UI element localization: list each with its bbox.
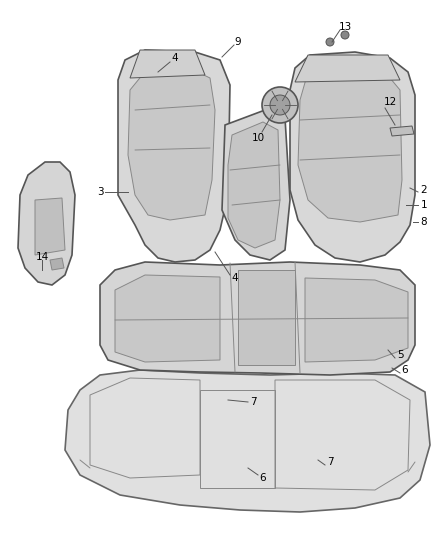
Text: 7: 7 bbox=[250, 397, 256, 407]
Polygon shape bbox=[35, 198, 65, 255]
Circle shape bbox=[270, 95, 290, 115]
Text: 4: 4 bbox=[172, 53, 178, 63]
Text: 9: 9 bbox=[235, 37, 241, 47]
Text: 10: 10 bbox=[251, 133, 265, 143]
Polygon shape bbox=[130, 50, 205, 78]
Text: 7: 7 bbox=[327, 457, 333, 467]
Polygon shape bbox=[115, 275, 220, 362]
Text: 4: 4 bbox=[232, 273, 238, 283]
Circle shape bbox=[326, 38, 334, 46]
Text: 6: 6 bbox=[260, 473, 266, 483]
Text: 3: 3 bbox=[97, 187, 103, 197]
Polygon shape bbox=[222, 110, 290, 260]
Polygon shape bbox=[100, 262, 415, 375]
Polygon shape bbox=[228, 122, 280, 248]
Circle shape bbox=[341, 31, 349, 39]
Polygon shape bbox=[128, 66, 215, 220]
Polygon shape bbox=[65, 370, 430, 512]
Polygon shape bbox=[18, 162, 75, 285]
Text: 2: 2 bbox=[420, 185, 427, 195]
Text: 14: 14 bbox=[35, 252, 49, 262]
Polygon shape bbox=[295, 55, 400, 82]
Circle shape bbox=[262, 87, 298, 123]
Polygon shape bbox=[118, 50, 230, 262]
Polygon shape bbox=[238, 270, 295, 365]
Text: 12: 12 bbox=[383, 97, 397, 107]
Text: 6: 6 bbox=[402, 365, 408, 375]
Polygon shape bbox=[50, 258, 64, 270]
Text: 1: 1 bbox=[420, 200, 427, 210]
Polygon shape bbox=[290, 52, 415, 262]
Text: 8: 8 bbox=[420, 217, 427, 227]
Polygon shape bbox=[298, 65, 402, 222]
Text: 13: 13 bbox=[339, 22, 352, 32]
Polygon shape bbox=[305, 278, 408, 362]
Polygon shape bbox=[390, 126, 414, 136]
Text: 5: 5 bbox=[397, 350, 403, 360]
